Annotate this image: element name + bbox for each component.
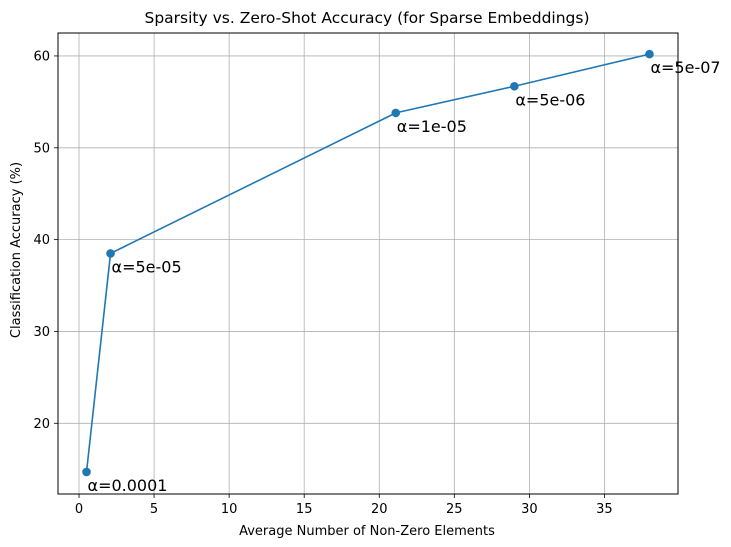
y-tick-label: 20	[33, 417, 50, 432]
data-point-label: α=5e-07	[650, 58, 720, 77]
y-tick-label: 30	[33, 325, 50, 340]
data-series	[82, 49, 654, 477]
data-point-marker	[391, 108, 401, 118]
grid	[58, 33, 678, 494]
point-annotations: α=0.0001 α=5e-05 α=1e-05 α=5e-06 α=5e-07	[88, 58, 721, 495]
y-tick-label: 50	[33, 141, 50, 156]
x-tick-label: 15	[296, 502, 313, 517]
axis-ticks: 0 5 10 15 20 25 30 35 20 30 40 50 60	[33, 49, 612, 517]
y-tick-label: 40	[33, 233, 50, 248]
data-point-marker	[645, 49, 654, 59]
data-point-label: α=1e-05	[397, 117, 467, 136]
plot-area-frame	[57, 32, 679, 495]
x-axis-label: Average Number of Non-Zero Elements	[239, 524, 495, 539]
x-tick-label: 25	[446, 502, 463, 517]
x-tick-label: 20	[371, 502, 388, 517]
x-tick-label: 30	[521, 502, 538, 517]
data-point-marker	[106, 249, 115, 258]
x-tick-label: 0	[75, 502, 83, 517]
y-axis-label: Classification Accuracy (%)	[9, 162, 24, 338]
data-point-label: α=0.0001	[88, 476, 168, 495]
chart-title: Sparsity vs. Zero-Shot Accuracy (for Spa…	[144, 9, 589, 27]
x-tick-label: 10	[221, 502, 238, 517]
data-point-marker	[82, 467, 91, 477]
data-point-marker	[510, 81, 519, 91]
data-point-label: α=5e-06	[515, 90, 585, 109]
y-tick-label: 60	[33, 49, 50, 64]
x-tick-label: 5	[150, 502, 158, 517]
data-point-label: α=5e-05	[112, 257, 182, 276]
x-tick-label: 35	[596, 502, 613, 517]
